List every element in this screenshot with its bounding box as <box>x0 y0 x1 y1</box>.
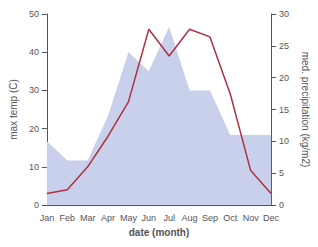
svg-text:Aug: Aug <box>182 213 198 223</box>
svg-text:Jun: Jun <box>142 213 157 223</box>
svg-text:15: 15 <box>279 105 289 115</box>
svg-text:25: 25 <box>279 41 289 51</box>
svg-text:May: May <box>120 213 138 223</box>
svg-text:Jan: Jan <box>40 213 55 223</box>
svg-text:30: 30 <box>279 9 289 19</box>
svg-text:med. precipitation (kg/m2): med. precipitation (kg/m2) <box>300 52 311 168</box>
svg-text:date (month): date (month) <box>129 227 190 238</box>
svg-text:10: 10 <box>29 162 39 172</box>
svg-text:Feb: Feb <box>60 213 76 223</box>
svg-text:20: 20 <box>29 124 39 134</box>
svg-text:20: 20 <box>279 73 289 83</box>
svg-text:Sep: Sep <box>202 213 218 223</box>
svg-text:0: 0 <box>34 200 39 210</box>
svg-text:Apr: Apr <box>101 213 115 223</box>
svg-text:Jul: Jul <box>163 213 175 223</box>
svg-text:Mar: Mar <box>80 213 96 223</box>
svg-text:5: 5 <box>279 168 284 178</box>
svg-text:50: 50 <box>29 9 39 19</box>
svg-text:Oct: Oct <box>223 213 238 223</box>
svg-text:Nov: Nov <box>243 213 260 223</box>
svg-text:10: 10 <box>279 136 289 146</box>
svg-text:0: 0 <box>279 200 284 210</box>
svg-text:Dec: Dec <box>263 213 280 223</box>
svg-text:30: 30 <box>29 85 39 95</box>
svg-text:40: 40 <box>29 47 39 57</box>
svg-text:max temp (C): max temp (C) <box>8 79 19 140</box>
